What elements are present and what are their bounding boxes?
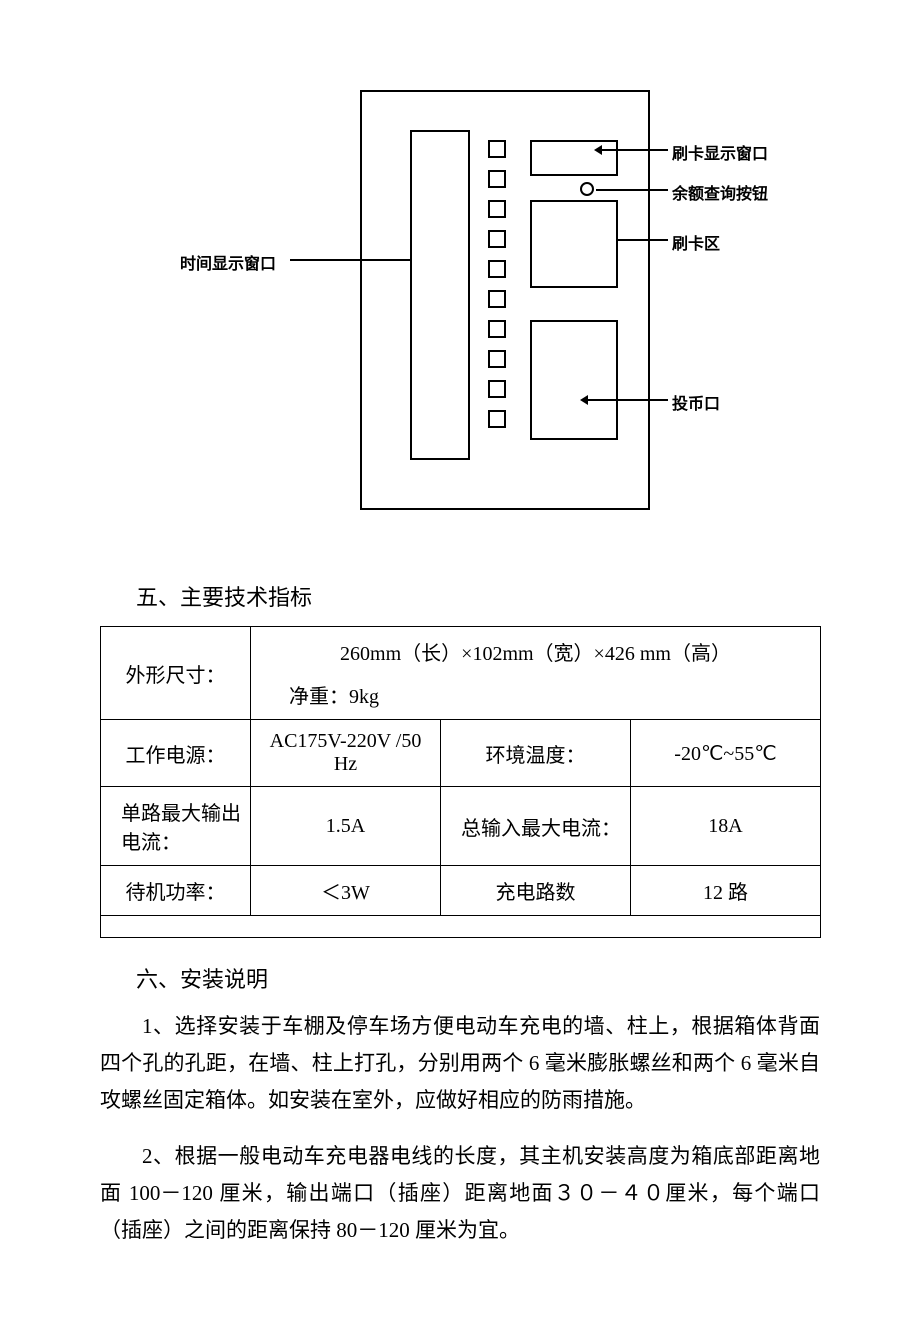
spec-single-out-value: 1.5A [251,787,441,866]
indicator-2 [488,170,506,188]
spec-channels-label: 充电路数 [441,866,631,916]
indicator-3 [488,200,506,218]
table-row: 待机功率： ＜3W 充电路数 12 路 [101,866,821,916]
section-6-heading: 六、安装说明 [136,962,820,994]
spec-power-value: AC175V-220V /50 Hz [251,720,441,787]
callout-line-card-display [602,149,668,151]
spec-channels-value: 12 路 [631,866,821,916]
spec-power-label: 工作电源： [101,720,251,787]
spec-dim-line2: 净重：9kg [259,680,812,709]
card-swipe-zone [530,200,618,288]
table-row: 工作电源： AC175V-220V /50 Hz 环境温度： -20℃~55℃ [101,720,821,787]
indicator-7 [488,320,506,338]
table-row-empty [101,916,821,938]
coin-slot [530,320,618,440]
spec-dim-value: 260mm（长）×102mm（宽）×426 mm（高） 净重：9kg [251,627,821,720]
spec-standby-value: ＜3W [251,866,441,916]
indicator-6 [488,290,506,308]
table-row: 外形尺寸： 260mm（长）×102mm（宽）×426 mm（高） 净重：9kg [101,627,821,720]
section-5-heading: 五、主要技术指标 [136,580,820,612]
callout-line-query-button [596,189,668,191]
spec-standby-label: 待机功率： [101,866,251,916]
spec-total-in-label: 总输入最大电流： [441,787,631,866]
time-display-window [410,130,470,460]
spec-env-value: -20℃~55℃ [631,720,821,787]
empty-cell [101,916,821,938]
install-paragraph-2: 2、根据一般电动车充电器电线的长度，其主机安装高度为箱底部距离地面 100－12… [100,1138,820,1248]
card-display-window [530,140,618,176]
label-card-zone: 刷卡区 [672,230,720,254]
indicator-9 [488,380,506,398]
callout-line-card-zone [618,239,668,241]
device-front-diagram: 时间显示窗口刷卡显示窗口余额查询按钮刷卡区投币口 [180,90,740,530]
spec-dim-line1: 260mm（长）×102mm（宽）×426 mm（高） [259,637,812,666]
label-time-window: 时间显示窗口 [180,250,276,274]
spec-dim-label: 外形尺寸： [101,627,251,720]
indicator-10 [488,410,506,428]
indicator-1 [488,140,506,158]
indicator-5 [488,260,506,278]
indicator-8 [488,350,506,368]
page: 时间显示窗口 刷卡显示窗口余额查询按钮刷卡区投币口 五、主要技术指标 外形尺寸： … [0,0,920,1329]
balance-query-button-icon [580,182,594,196]
install-paragraph-1: 1、选择安装于车棚及停车场方便电动车充电的墙、柱上，根据箱体背面四个孔的孔距，在… [100,1008,820,1118]
spec-total-in-value: 18A [631,787,821,866]
spec-single-out-label: 单路最大输出电流： [101,787,251,866]
spec-env-label: 环境温度： [441,720,631,787]
indicator-4 [488,230,506,248]
table-row: 单路最大输出电流： 1.5A 总输入最大电流： 18A [101,787,821,866]
diagram-container: 时间显示窗口 刷卡显示窗口余额查询按钮刷卡区投币口 [100,90,820,530]
spec-table: 外形尺寸： 260mm（长）×102mm（宽）×426 mm（高） 净重：9kg… [100,626,821,938]
callout-line-coin-slot [588,399,668,401]
label-card-display: 刷卡显示窗口 [672,140,768,164]
label-query-button: 余额查询按钮 [672,180,768,204]
callout-line-time [290,259,410,261]
label-coin-slot: 投币口 [672,390,720,414]
